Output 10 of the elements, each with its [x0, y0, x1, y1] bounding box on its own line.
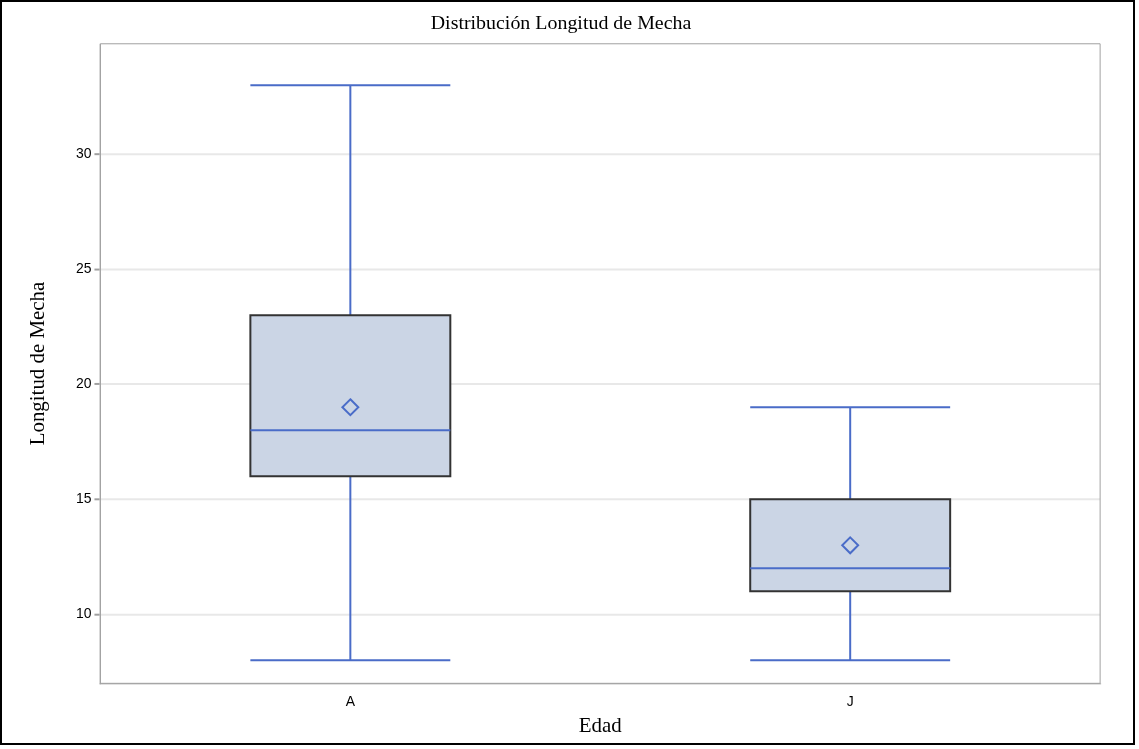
x-axis-title: Edad — [578, 712, 623, 737]
y-tick-label: 10 — [75, 605, 92, 622]
y-tick-label: 30 — [75, 145, 92, 162]
y-axis-title: Longitud de Mecha — [24, 281, 49, 446]
y-tick-label: 20 — [75, 375, 92, 392]
y-tick-label: 25 — [75, 260, 92, 277]
y-tick-label: 15 — [75, 490, 92, 507]
x-tick-label: A — [345, 693, 356, 710]
x-tick-label: J — [846, 693, 854, 710]
chart-title: Distribución Longitud de Mecha — [430, 11, 692, 35]
